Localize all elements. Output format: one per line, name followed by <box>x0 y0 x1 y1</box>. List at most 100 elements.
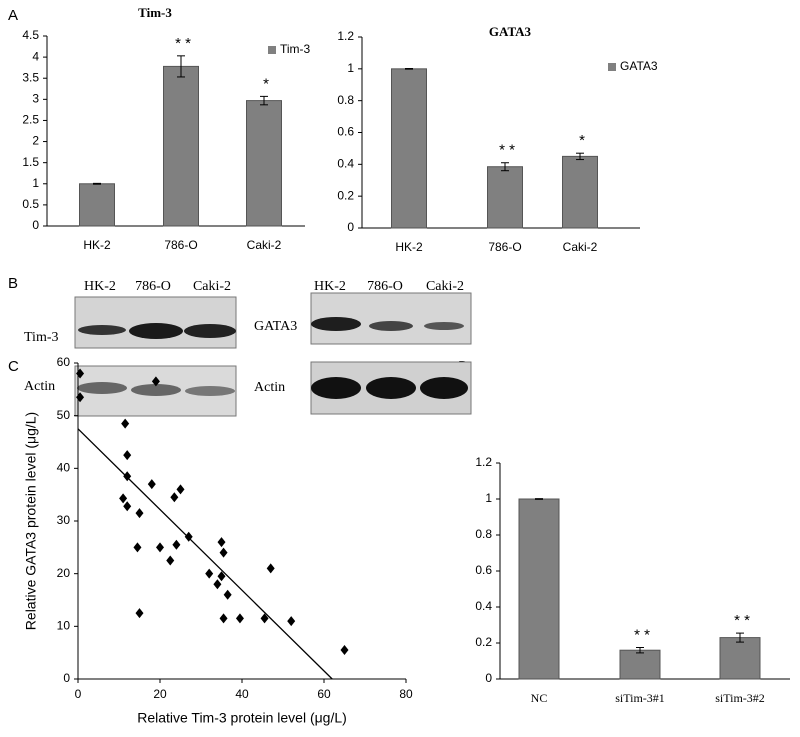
significance: * <box>263 75 269 92</box>
x-tick-label: 786-O <box>488 240 521 254</box>
point <box>76 368 85 379</box>
bar <box>79 183 115 227</box>
y-tick-label: 4.5 <box>22 28 39 42</box>
lane-label: Caki-2 <box>426 279 464 294</box>
chart-title: GATA3 <box>489 24 532 39</box>
x-tick-label: siTim-3#2 <box>715 691 765 705</box>
point <box>287 616 296 627</box>
x-tick-label: Caki-2 <box>247 238 282 252</box>
y-tick-label: 1.2 <box>337 29 354 43</box>
legend-label: Tim-3 <box>280 42 311 56</box>
x-tick-label: 80 <box>399 687 413 701</box>
x-tick-label: 786-O <box>164 238 197 252</box>
point <box>223 589 232 600</box>
y-tick-label: 0.6 <box>475 563 492 577</box>
y-tick-label: 1.5 <box>22 155 39 169</box>
point <box>217 537 226 548</box>
band <box>78 325 126 335</box>
point <box>219 613 228 624</box>
chart-title: Tim-3 <box>138 5 172 20</box>
significance: * <box>579 132 585 149</box>
y-axis-label: Relative GATA3 protein level (μg/L) <box>23 412 39 630</box>
x-tick-label: siTim-3#1 <box>615 691 665 705</box>
y-tick-label: 2.5 <box>22 113 39 127</box>
legend-swatch <box>608 63 616 71</box>
point <box>219 547 228 558</box>
y-tick-label: 3.5 <box>22 70 39 84</box>
y-tick-label: 10 <box>57 619 71 633</box>
lane-label: HK-2 <box>84 279 116 294</box>
bar <box>619 649 661 680</box>
y-tick-label: 0.8 <box>475 527 492 541</box>
lane-label: HK-2 <box>314 279 346 294</box>
point <box>121 418 130 429</box>
blot-right: HK-2 786-O Caki-2 GATA3 Actin <box>254 279 472 415</box>
y-tick-label: 1.2 <box>475 455 492 469</box>
band <box>366 377 416 399</box>
band <box>420 377 468 399</box>
point <box>260 613 269 624</box>
point <box>166 555 175 566</box>
point <box>156 542 164 553</box>
x-tick-label: Caki-2 <box>563 240 598 254</box>
x-tick-label: 40 <box>235 687 249 701</box>
band <box>424 322 464 330</box>
bar <box>518 498 560 680</box>
band <box>77 382 127 394</box>
significance: * * <box>634 626 650 643</box>
point <box>266 563 275 574</box>
blot-image <box>74 296 237 349</box>
point <box>133 542 142 553</box>
y-tick-label: 0.2 <box>337 188 354 202</box>
x-axis-label: Relative Tim-3 protein level (μg/L) <box>137 710 347 726</box>
point <box>217 571 226 582</box>
y-tick-label: 0.8 <box>337 93 354 107</box>
point <box>176 484 185 495</box>
point <box>184 531 193 542</box>
point <box>135 508 144 519</box>
bar <box>246 100 282 227</box>
y-tick-label: 0.6 <box>337 125 354 139</box>
point <box>172 539 181 550</box>
panel-label: B <box>8 275 18 292</box>
lane-label: Caki-2 <box>193 279 231 294</box>
row-label: Actin <box>254 380 285 395</box>
band <box>311 317 361 331</box>
band <box>131 384 181 396</box>
bar <box>391 68 427 229</box>
bar <box>719 637 761 680</box>
point <box>123 471 132 482</box>
bar <box>487 166 523 229</box>
point <box>213 579 222 590</box>
point <box>151 376 160 387</box>
y-tick-label: 2 <box>32 134 39 148</box>
point <box>123 501 132 512</box>
row-label: Actin <box>24 379 55 394</box>
bar <box>562 155 598 229</box>
significance: * * <box>499 142 515 159</box>
y-tick-label: 0 <box>485 671 492 685</box>
legend-swatch <box>268 46 276 54</box>
point <box>76 392 85 403</box>
x-tick-label: 0 <box>75 687 82 701</box>
y-tick-label: 0 <box>63 671 70 685</box>
point <box>123 450 132 461</box>
y-tick-label: 4 <box>32 49 39 63</box>
x-tick-label: 60 <box>317 687 331 701</box>
lane-label: 786-O <box>367 279 403 294</box>
panel-label: A <box>8 7 18 24</box>
bar <box>163 65 199 227</box>
y-tick-label: 0.4 <box>337 157 354 171</box>
lane-label: 786-O <box>135 279 171 294</box>
y-tick-label: 0.5 <box>22 197 39 211</box>
x-tick-label: HK-2 <box>83 238 111 252</box>
blot-left: HK-2 786-O Caki-2 Tim-3 Actin <box>24 279 237 417</box>
band <box>129 323 183 339</box>
band <box>369 321 413 331</box>
point <box>119 493 128 504</box>
row-label: GATA3 <box>254 319 297 334</box>
y-tick-label: 1 <box>347 61 354 75</box>
legend-label: GATA3 <box>620 59 658 73</box>
